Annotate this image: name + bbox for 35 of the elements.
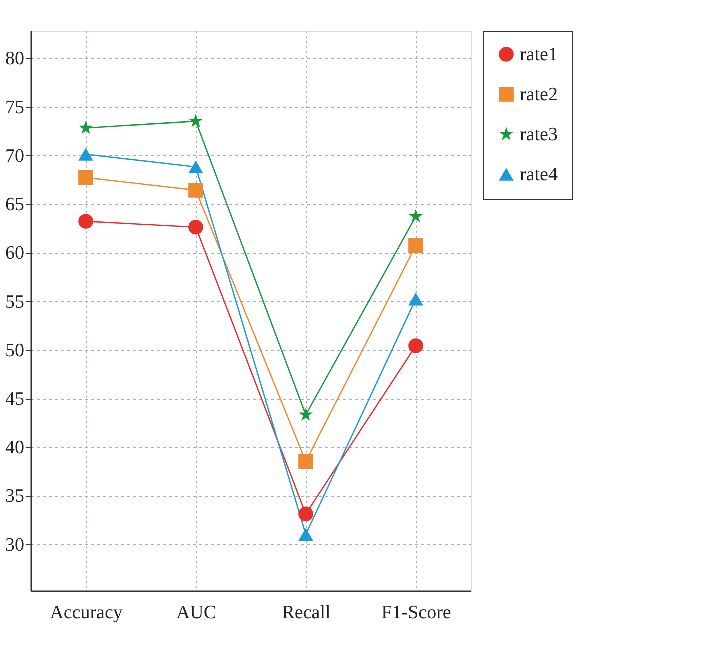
y-tick-label: 50 [6, 340, 24, 362]
point [188, 183, 204, 198]
point [188, 114, 204, 128]
legend-label: rate1 [520, 44, 558, 66]
x-tick-label: F1-Score [382, 602, 452, 624]
point [408, 238, 424, 254]
point [298, 408, 314, 422]
y-tick-label: 45 [6, 389, 24, 410]
y-tick-label: 35 [6, 486, 24, 508]
point [188, 160, 204, 174]
y-tick-label: 80 [6, 48, 24, 70]
point [78, 148, 94, 161]
y-tick-label: 55 [6, 292, 24, 313]
point [78, 170, 94, 186]
point [408, 292, 424, 306]
point [298, 454, 314, 470]
y-tick-label: 30 [6, 534, 24, 556]
x-tick-label: AUC [176, 602, 217, 624]
point [298, 506, 314, 522]
legend-label: rate4 [520, 164, 558, 186]
point [78, 120, 94, 134]
point [188, 220, 204, 235]
y-tick-label: 70 [6, 146, 24, 167]
y-tick-label: 40 [6, 438, 24, 459]
point [408, 338, 424, 354]
legend-label: rate3 [520, 124, 558, 146]
y-tick-label: 65 [6, 194, 24, 216]
point [78, 214, 94, 229]
y-tick-label: 75 [6, 97, 24, 118]
point [298, 528, 314, 542]
x-tick-label: Accuracy [50, 602, 124, 624]
legend-label: rate2 [520, 84, 558, 106]
y-tick-label: 60 [6, 243, 24, 264]
point [408, 209, 424, 223]
x-tick-label: Recall [282, 602, 331, 624]
